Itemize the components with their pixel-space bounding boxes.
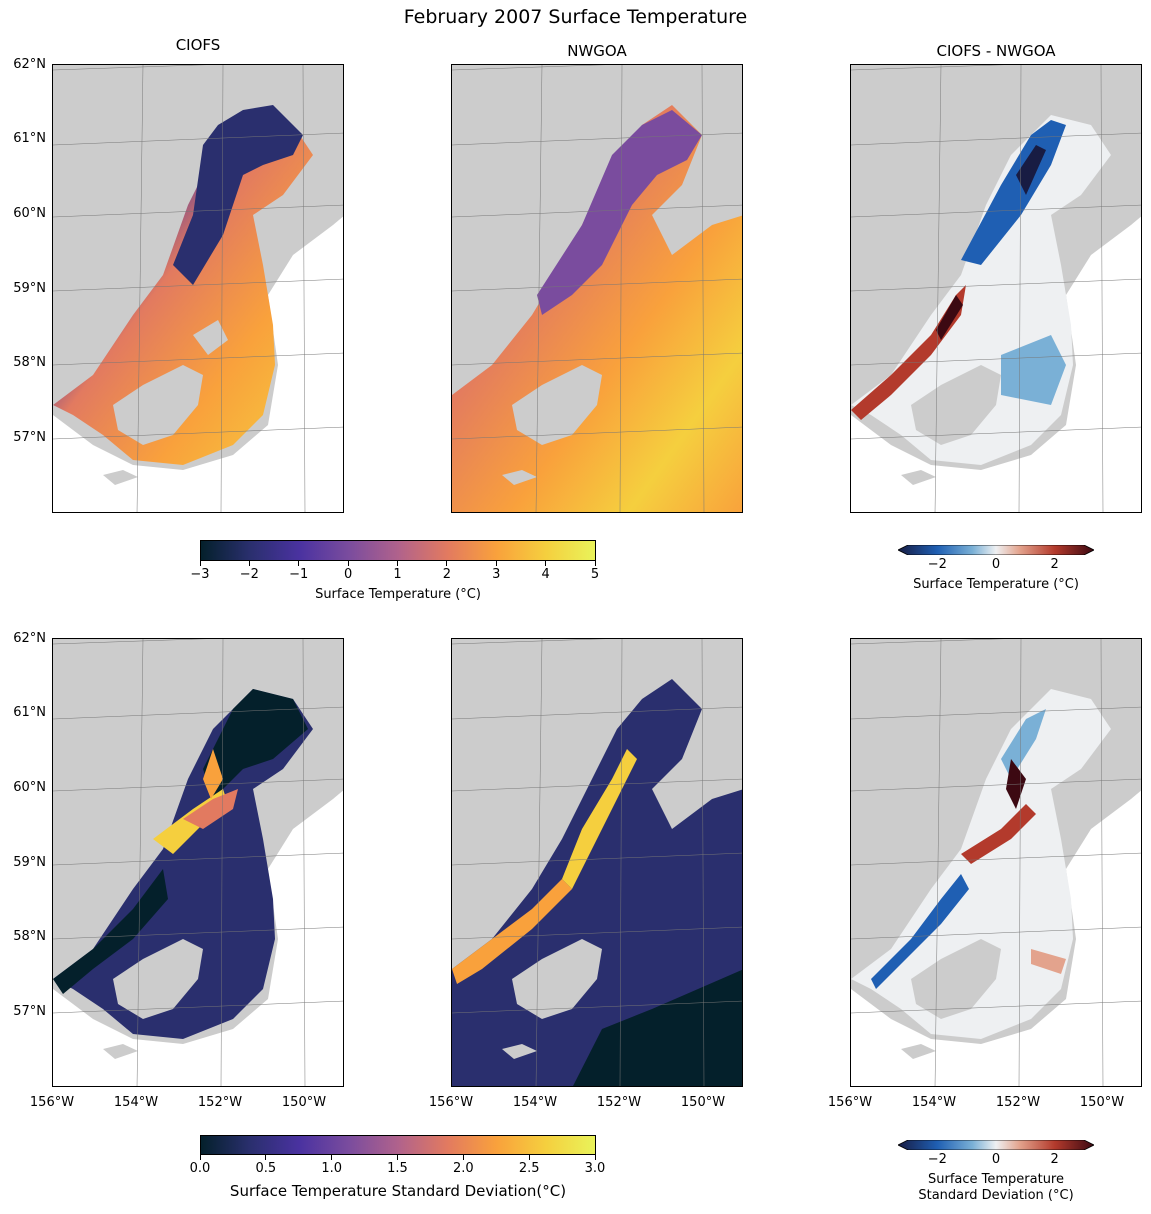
lon-label: 152°W <box>197 1095 243 1110</box>
colorbar-temperature-tickmark <box>594 561 596 566</box>
colorbar-temperature-tickmark <box>298 561 300 566</box>
lon-label: 152°W <box>596 1095 642 1110</box>
colorbar-temperature-tickmark <box>347 561 349 566</box>
lat-label-60: 60°N <box>13 206 46 221</box>
colorbar-temperature-tickmark <box>199 561 201 566</box>
map-panel-ciofs-mean <box>52 64 344 513</box>
colorbar-difference-std-tick-label: 0 <box>991 1152 1001 1167</box>
difference-std-domain <box>851 689 1111 1039</box>
lon-label: 150°W <box>1079 1095 1125 1110</box>
lon-label: 156°W <box>827 1095 873 1110</box>
colorbar-difference-temperature <box>897 540 1095 556</box>
lon-label: 154°W <box>113 1095 159 1110</box>
colorbar-difference-std-tick-label: 2 <box>1050 1152 1059 1167</box>
lon-label: 152°W <box>995 1095 1041 1110</box>
colorbar-std-tick-label: 2.0 <box>452 1161 474 1176</box>
colorbar-std-tick-label: 3.0 <box>584 1161 606 1176</box>
colorbar-difference-temperature-tick-label: 0 <box>991 557 1001 572</box>
colorbar-std-label: Surface Temperature Standard Deviation(°… <box>229 1182 567 1200</box>
colorbar-temperature-tick-label: 3 <box>492 567 501 582</box>
map-panel-difference-std <box>850 638 1142 1087</box>
colorbar-std-tick-label: 1.5 <box>387 1161 408 1176</box>
ciofs-domain <box>53 115 313 465</box>
column-title-nwgoa: NWGOA <box>567 42 627 60</box>
colorbar-temperature-label: Surface Temperature (°C) <box>315 587 481 602</box>
figure-title: February 2007 Surface Temperature <box>403 6 748 28</box>
lat-label-60-row2: 60°N <box>13 780 46 795</box>
colorbar-temperature-tick-label: −1 <box>289 567 309 582</box>
colorbar-difference-temperature-tick-label: 2 <box>1050 557 1059 572</box>
lat-label-62-row2: 62°N <box>13 631 46 646</box>
lat-label-59: 59°N <box>13 281 46 296</box>
colorbar-temperature-tickmark <box>495 561 497 566</box>
colorbar-temperature <box>200 540 596 561</box>
colorbar-difference-temperature-tick-label: −2 <box>927 557 947 572</box>
lon-label: 154°W <box>512 1095 558 1110</box>
lat-label-57: 57°N <box>13 430 46 445</box>
colorbar-temperature-tickmark <box>446 561 448 566</box>
colorbar-std-tickmark <box>199 1155 201 1160</box>
lat-label-59-row2: 59°N <box>13 855 46 870</box>
colorbar-std-tick-label: 2.5 <box>518 1161 540 1176</box>
colorbar-difference-std-label-2: Standard Deviation (°C) <box>918 1188 1074 1203</box>
colorbar-difference-std-label-1: Surface Temperature <box>927 1172 1064 1187</box>
lon-label: 154°W <box>911 1095 957 1110</box>
colorbar-difference-std-tick-label: −2 <box>927 1152 947 1167</box>
colorbar-temperature-tick-label: 4 <box>541 567 550 582</box>
colorbar-temperature-tick-label: 2 <box>442 567 452 582</box>
lat-label-58: 58°N <box>13 355 46 370</box>
lat-label-58-row2: 58°N <box>13 929 46 944</box>
colorbar-std-tickmark <box>462 1155 464 1160</box>
colorbar-std-tick-label: 0.0 <box>189 1161 211 1176</box>
map-panel-nwgoa-std <box>451 638 743 1087</box>
colorbar-temperature-tick-label: −2 <box>239 567 259 582</box>
lat-label-61: 61°N <box>13 131 46 146</box>
lon-label: 156°W <box>428 1095 474 1110</box>
map-panel-difference-mean <box>850 64 1142 513</box>
map-panel-nwgoa-mean <box>451 64 743 513</box>
colorbar-std-tickmark <box>265 1155 267 1160</box>
lon-label: 150°W <box>680 1095 726 1110</box>
colorbar-std-tick-label: 1.0 <box>321 1161 342 1176</box>
lat-label-61-row2: 61°N <box>13 705 46 720</box>
colorbar-temperature-tickmark <box>397 561 398 566</box>
colorbar-std-tickmark <box>397 1155 398 1160</box>
lat-label-62: 62°N <box>13 57 46 72</box>
colorbar-std-tickmark <box>594 1155 596 1160</box>
column-title-difference: CIOFS - NWGOA <box>936 42 1056 60</box>
colorbar-temperature-tick-label: −3 <box>190 567 210 582</box>
lon-label: 150°W <box>281 1095 327 1110</box>
colorbar-temperature-tick-label: 0 <box>343 567 353 582</box>
colorbar-std <box>200 1135 596 1155</box>
column-title-ciofs: CIOFS <box>175 36 221 54</box>
ciofs-std-domain <box>53 689 313 1039</box>
map-panel-ciofs-std <box>52 638 344 1087</box>
colorbar-std-tick-label: 0.5 <box>255 1161 277 1176</box>
colorbar-temperature-tickmark <box>545 561 547 566</box>
colorbar-std-tickmark <box>528 1155 530 1160</box>
colorbar-temperature-tick-label: 5 <box>590 567 600 582</box>
colorbar-std-tickmark <box>331 1155 333 1160</box>
colorbar-difference-temperature-label: Surface Temperature (°C) <box>913 577 1079 592</box>
colorbar-temperature-tickmark <box>248 561 250 566</box>
lat-label-57-row2: 57°N <box>13 1004 46 1019</box>
colorbar-temperature-tick-label: 1 <box>393 567 402 582</box>
lon-label: 156°W <box>29 1095 75 1110</box>
colorbar-difference-std <box>897 1135 1095 1151</box>
